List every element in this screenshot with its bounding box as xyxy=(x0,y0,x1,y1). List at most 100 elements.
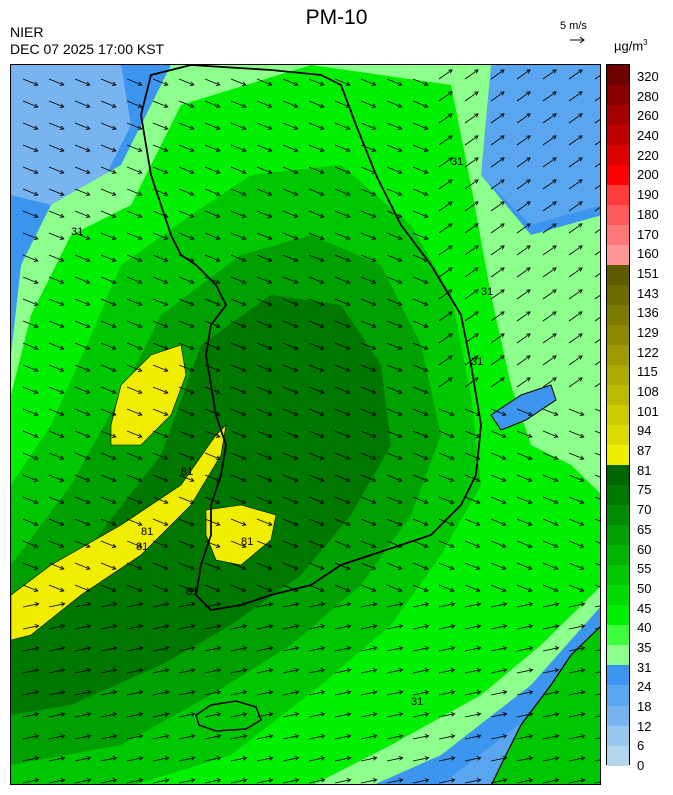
wind-vector-arrow xyxy=(360,320,377,328)
wind-vector-arrow xyxy=(152,690,170,696)
wind-vector-arrow xyxy=(360,562,377,570)
colorbar-segment xyxy=(607,525,629,546)
wind-vector-arrow xyxy=(48,364,65,372)
wind-vector-arrow xyxy=(256,430,273,438)
wind-vector-arrow xyxy=(412,408,429,416)
wind-vector-arrow xyxy=(126,540,143,548)
wind-vector-arrow xyxy=(126,342,143,350)
wind-vector-arrow xyxy=(438,245,453,256)
wind-vector-arrow xyxy=(412,166,429,174)
wind-vector-arrow xyxy=(464,734,482,740)
wind-vector-arrow xyxy=(126,690,144,696)
wind-vector-arrow xyxy=(516,562,533,570)
wind-vector-arrow xyxy=(308,188,325,196)
wind-vector-arrow xyxy=(126,254,143,262)
wind-vector-arrow xyxy=(516,245,531,256)
colorbar-tick-label: 0 xyxy=(637,758,645,774)
wind-vector-arrow xyxy=(386,602,404,608)
wind-vector-arrow xyxy=(74,756,92,762)
wind-vector-arrow xyxy=(22,496,39,504)
wind-vector-arrow xyxy=(74,100,91,108)
colorbar-segment xyxy=(607,305,629,326)
wind-vector-arrow xyxy=(334,646,352,652)
wind-vector-arrow xyxy=(126,276,143,284)
jeju-island xyxy=(195,700,262,732)
wind-vector-arrow xyxy=(178,408,195,416)
wind-vector-arrow xyxy=(334,144,351,152)
wind-vector-arrow xyxy=(438,333,453,344)
chart-title: PM-10 xyxy=(305,6,368,29)
wind-vector-arrow xyxy=(594,562,600,566)
colorbar-tick-label: 115 xyxy=(637,364,658,380)
wind-vector-arrow xyxy=(542,113,557,124)
wind-vector-arrow xyxy=(152,210,169,218)
wind-vector-arrow xyxy=(230,624,248,630)
colorbar-segment xyxy=(607,345,629,366)
wind-vector-arrow xyxy=(178,298,195,306)
wind-vector-arrow xyxy=(412,602,430,608)
wind-vector-arrow xyxy=(204,320,221,328)
wind-vector-arrow xyxy=(74,386,91,394)
datetime-label: DEC 07 2025 17:00 KST xyxy=(10,41,165,57)
wind-vector-arrow xyxy=(256,562,273,570)
wind-vector-arrow xyxy=(48,518,65,526)
wind-vector-arrow xyxy=(412,342,429,350)
wind-vector-arrow xyxy=(204,474,221,482)
wind-vector-arrow xyxy=(282,562,299,570)
colorbar-segment xyxy=(607,285,629,306)
wind-vector-arrow xyxy=(308,430,325,438)
colorbar-segment xyxy=(607,165,629,186)
wind-vector-arrow xyxy=(126,584,143,592)
wind-vector-arrow xyxy=(464,201,479,212)
colorbar-tick-label: 122 xyxy=(637,344,659,360)
wind-vector-arrow xyxy=(152,496,169,504)
colorbar-tick-label: 200 xyxy=(637,167,659,183)
wind-vector-arrow xyxy=(594,273,600,278)
colorbar-segment xyxy=(607,705,629,726)
wind-vector-arrow xyxy=(464,245,479,256)
wind-vector-arrow xyxy=(48,298,65,306)
wind-vector-arrow xyxy=(100,562,117,570)
wind-vector-arrow xyxy=(334,100,351,108)
unit-label: µg/m3 xyxy=(614,38,648,54)
wind-vector-arrow xyxy=(594,584,600,588)
wind-vector-arrow xyxy=(516,355,531,366)
wind-vector-arrow xyxy=(568,474,585,482)
wind-vector-arrow xyxy=(308,602,326,608)
wind-vector-arrow xyxy=(568,377,583,388)
wind-vector-arrow xyxy=(542,690,560,696)
wind-vector-arrow xyxy=(230,496,247,504)
wind-vector-arrow xyxy=(516,452,533,460)
wind-vector-arrow xyxy=(308,298,325,306)
wind-vector-arrow xyxy=(48,474,65,482)
wind-vector-arrow xyxy=(152,100,169,108)
wind-vector-arrow xyxy=(438,602,456,608)
colorbar-segment xyxy=(607,125,629,146)
colorbar-segment xyxy=(607,325,629,346)
wind-vector-arrow xyxy=(542,201,557,212)
wind-vector-arrow xyxy=(360,668,378,674)
colorbar-segment xyxy=(607,645,629,666)
wind-vector-arrow xyxy=(412,232,429,240)
wind-vector-arrow xyxy=(386,778,404,784)
wind-vector-arrow xyxy=(74,166,91,174)
wind-vector-arrow xyxy=(412,144,429,152)
wind-vector-arrow xyxy=(308,276,325,284)
wind-vector-arrow xyxy=(74,320,91,328)
wind-vector-arrow xyxy=(594,229,600,234)
wind-vector-arrow xyxy=(100,386,117,394)
wind-vector-arrow xyxy=(464,355,479,366)
wind-vector-arrow xyxy=(48,408,65,416)
wind-vector-arrow xyxy=(386,496,403,504)
wind-vector-arrow xyxy=(48,210,65,218)
wind-vector-arrow xyxy=(334,584,351,592)
japan-coastline xyxy=(491,626,600,784)
wind-vector-arrow xyxy=(178,122,195,130)
wind-vector-arrow xyxy=(438,135,453,146)
wind-vector-arrow xyxy=(438,69,453,80)
wind-vector-arrow xyxy=(542,452,559,460)
wind-vector-arrow xyxy=(516,430,533,438)
wind-vector-arrow xyxy=(386,276,403,284)
wind-vector-arrow xyxy=(464,778,482,784)
contour-label: 31 xyxy=(471,356,483,368)
